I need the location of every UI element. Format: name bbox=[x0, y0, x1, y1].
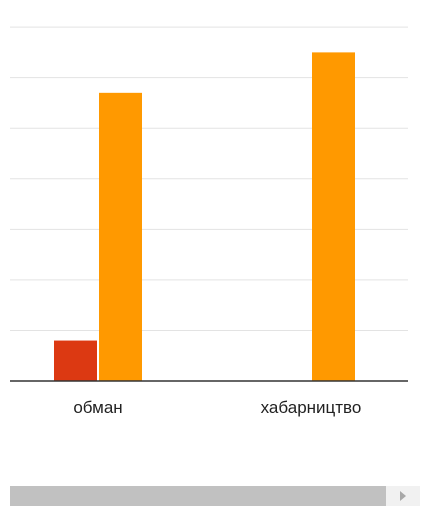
scroll-right-arrow-icon bbox=[400, 491, 406, 501]
bar-chart bbox=[10, 26, 408, 382]
bar-series2-cat2[interactable] bbox=[312, 52, 355, 382]
horizontal-scrollbar[interactable] bbox=[10, 486, 420, 506]
bar-series2-cat1[interactable] bbox=[99, 92, 142, 381]
scrollbar-thumb[interactable] bbox=[10, 486, 386, 506]
gridlines bbox=[10, 26, 408, 331]
category-label-obman: обман bbox=[73, 398, 123, 417]
bars bbox=[54, 52, 355, 382]
category-label-khabarnytstvo: хабарництво bbox=[260, 398, 362, 417]
bar-series1-cat1[interactable] bbox=[54, 340, 97, 381]
scroll-right-button[interactable] bbox=[386, 486, 420, 506]
